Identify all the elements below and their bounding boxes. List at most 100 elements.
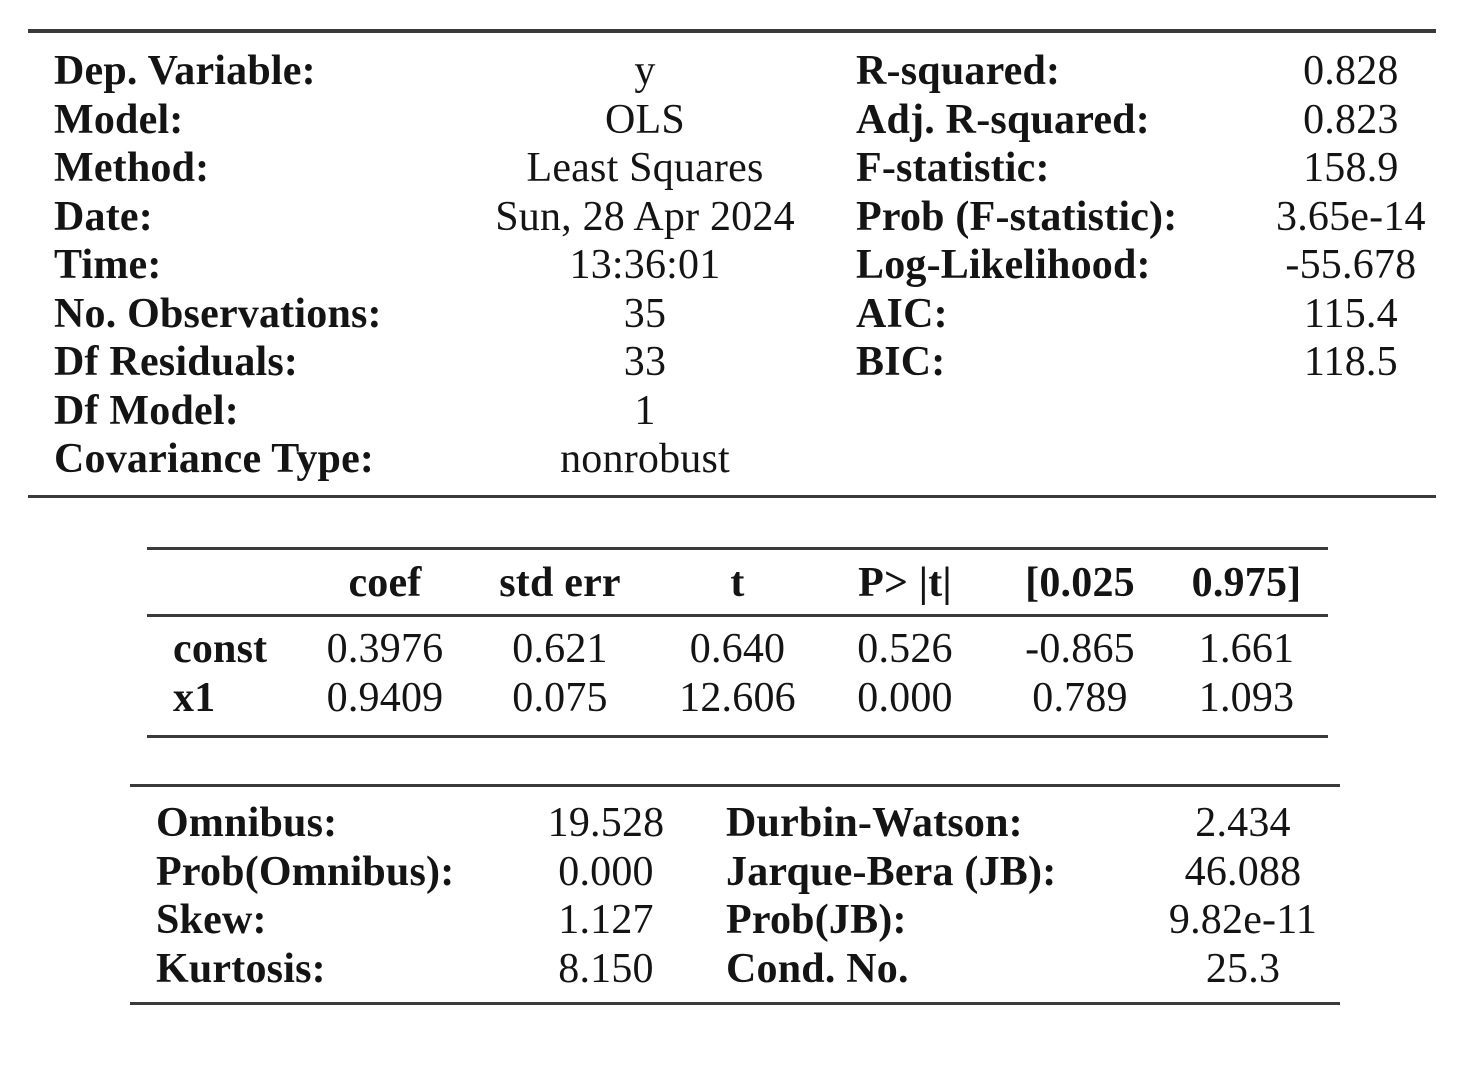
diagnostic-label: Durbin-Watson: [726,800,1023,846]
summary-row: Covariance Type: nonrobust [54,435,836,484]
summary-row: F-statistic: 158.9 [856,144,1426,193]
summary-value: Sun, 28 Apr 2024 [495,193,795,240]
model-summary-right-column: R-squared: 0.828 Adj. R-squared: 0.823 F… [836,47,1426,484]
summary-row: Method: Least Squares [54,144,836,193]
summary-label: R-squared: [856,48,1061,94]
diagnostic-row: Durbin-Watson: 2.434 [726,799,1340,848]
coef-header-ci-upper: 0.975] [1191,559,1302,606]
coef-row-name: x1 [173,674,216,721]
coef-header-ci-lower: [0.025 [1025,559,1135,606]
summary-value: 33 [623,339,667,385]
summary-row: BIC: 118.5 [856,338,1426,387]
summary-label: BIC: [856,339,946,385]
summary-row: Dep. Variable: y [54,47,836,96]
model-summary-left-column: Dep. Variable: y Model: OLS Method: Leas… [54,47,836,484]
summary-row: Df Model: 1 [54,387,836,436]
summary-label: No. Observations: [54,290,382,337]
summary-value: -55.678 [1285,242,1417,288]
diagnostics-table: Omnibus: 19.528 Prob(Omnibus): 0.000 Ske… [130,784,1340,1005]
summary-label: Df Model: [54,387,239,434]
summary-row: Model: OLS [54,96,836,145]
coef-header-std-err: std err [499,559,621,606]
ols-regression-summary: Dep. Variable: y Model: OLS Method: Leas… [0,29,1464,1083]
summary-value: 35 [623,290,667,337]
diagnostic-row: Prob(Omnibus): 0.000 [156,848,726,897]
summary-row: No. Observations: 35 [54,290,836,339]
diagnostic-row: Omnibus: 19.528 [156,799,726,848]
coef-p-value: 0.000 [857,674,953,721]
coefficients-body: const 0.3976 0.621 0.640 0.526 -0.865 1.… [147,617,1328,735]
coefficient-row: x1 0.9409 0.075 12.606 0.000 0.789 1.093 [147,674,1328,723]
summary-label: Method: [54,145,210,191]
coef-ci-lower-value: -0.865 [1025,626,1135,672]
coef-t-value: 0.640 [689,626,786,672]
summary-row: Log-Likelihood: -55.678 [856,241,1426,290]
summary-value: 1 [634,387,656,434]
summary-label: Time: [54,242,162,288]
summary-value: 158.9 [1303,145,1399,191]
diagnostic-value: 2.434 [1195,800,1291,846]
summary-label: Prob (F-statistic): [856,193,1178,240]
summary-label: Df Residuals: [54,339,299,385]
diagnostic-row: Skew: 1.127 [156,896,726,945]
summary-value: 3.65e-14 [1276,193,1426,240]
coef-t-value: 12.606 [679,674,796,721]
diagnostics-right-column: Durbin-Watson: 2.434 Jarque-Bera (JB): 4… [726,799,1340,993]
summary-row: R-squared: 0.828 [856,47,1426,96]
diagnostic-label: Cond. No. [726,945,909,992]
summary-value: y [634,48,656,94]
summary-row: Prob (F-statistic): 3.65e-14 [856,193,1426,242]
diagnostic-label: Kurtosis: [156,945,326,992]
diagnostic-value: 25.3 [1205,945,1281,992]
diagnostic-label: Prob(Omnibus): [156,848,455,895]
coef-std-err-value: 0.075 [512,674,608,721]
summary-value: 118.5 [1303,339,1398,385]
summary-row: Date: Sun, 28 Apr 2024 [54,193,836,242]
diagnostic-row: Jarque-Bera (JB): 46.088 [726,848,1340,897]
summary-row: Df Residuals: 33 [54,338,836,387]
coef-header-coef: coef [348,559,422,606]
coef-ci-lower-value: 0.789 [1032,674,1128,721]
summary-value: 0.823 [1303,96,1399,143]
coefficient-row: const 0.3976 0.621 0.640 0.526 -0.865 1.… [147,625,1328,674]
coef-header-t: t [730,559,745,606]
diagnostic-value: 19.528 [547,800,665,846]
coefficients-header-row: coef std err t P> |t| [0.025 0.975] [147,550,1328,617]
coef-std-err-value: 0.621 [512,626,608,672]
summary-value: nonrobust [560,436,730,482]
diagnostic-value: 0.000 [558,848,654,895]
summary-row: Adj. R-squared: 0.823 [856,96,1426,145]
coef-ci-upper-value: 1.661 [1198,626,1295,672]
summary-value: 13:36:01 [569,242,721,288]
coef-header-p-value: P> |t| [858,559,952,606]
coef-ci-upper-value: 1.093 [1198,674,1295,721]
diagnostic-label: Prob(JB): [726,897,907,943]
diagnostic-value: 9.82e-11 [1168,897,1318,943]
summary-label: Dep. Variable: [54,48,316,94]
coef-row-name: const [173,626,268,672]
summary-row: Time: 13:36:01 [54,241,836,290]
coefficients-table: coef std err t P> |t| [0.025 0.975] cons… [147,546,1328,738]
diagnostic-row: Cond. No. 25.3 [726,945,1340,994]
diagnostics-left-column: Omnibus: 19.528 Prob(Omnibus): 0.000 Ske… [130,799,726,993]
summary-value: 0.828 [1303,48,1399,94]
summary-label: Adj. R-squared: [856,96,1150,143]
summary-value: 115.4 [1303,290,1398,337]
diagnostic-value: 1.127 [558,897,654,943]
model-summary-table: Dep. Variable: y Model: OLS Method: Leas… [28,29,1436,498]
diagnostic-row: Kurtosis: 8.150 [156,945,726,994]
summary-label: Log-Likelihood: [856,242,1151,288]
coef-value: 0.3976 [326,626,444,672]
diagnostic-value: 46.088 [1184,848,1302,895]
diagnostic-label: Omnibus: [156,800,338,846]
coef-value: 0.9409 [326,674,444,721]
summary-row: AIC: 115.4 [856,290,1426,339]
summary-value: Least Squares [526,145,764,191]
coef-p-value: 0.526 [857,626,953,672]
summary-value: OLS [605,96,685,143]
summary-label: F-statistic: [856,145,1050,191]
summary-label: Model: [54,96,184,143]
summary-label: Covariance Type: [54,436,375,482]
summary-label: Date: [54,193,153,240]
diagnostic-label: Skew: [156,897,267,943]
